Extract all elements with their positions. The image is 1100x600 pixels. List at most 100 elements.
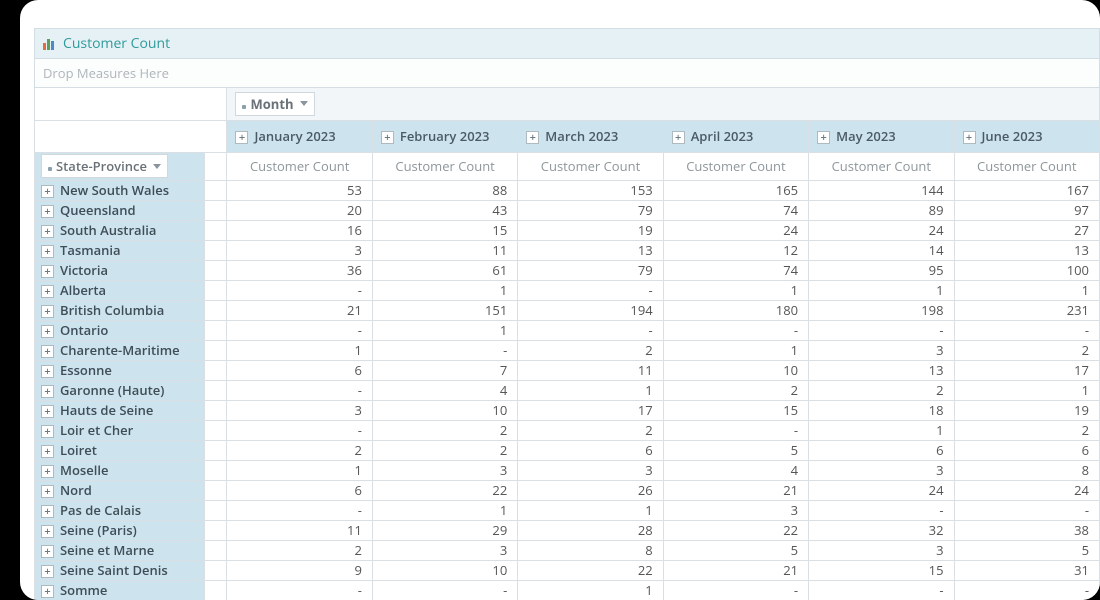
row-header[interactable]: +Ontario <box>35 320 205 340</box>
table-row: +South Australia161519242427 <box>35 220 1100 240</box>
expand-icon[interactable]: + <box>41 245 54 258</box>
expand-icon[interactable]: + <box>41 505 54 518</box>
expand-icon[interactable]: + <box>381 131 394 144</box>
table-row: +Seine (Paris)112928223238 <box>35 520 1100 540</box>
spacer <box>204 520 227 540</box>
expand-icon[interactable]: + <box>41 465 54 478</box>
pivot-corner <box>35 88 227 120</box>
expand-icon[interactable]: + <box>41 285 54 298</box>
row-header[interactable]: +Victoria <box>35 260 205 280</box>
expand-icon[interactable]: + <box>235 131 248 144</box>
expand-icon[interactable]: + <box>41 345 54 358</box>
expand-icon[interactable]: + <box>41 385 54 398</box>
expand-icon[interactable]: + <box>41 445 54 458</box>
row-header[interactable]: +Essonne <box>35 360 205 380</box>
expand-icon[interactable]: + <box>41 325 54 338</box>
expand-icon[interactable]: + <box>41 545 54 558</box>
row-header[interactable]: +Hauts de Seine <box>35 400 205 420</box>
data-cell: 2 <box>227 540 372 560</box>
expand-icon[interactable]: + <box>672 131 685 144</box>
data-cell: 9 <box>227 560 372 580</box>
data-cell: 13 <box>518 240 663 260</box>
data-cell: 6 <box>227 360 372 380</box>
data-cell: 74 <box>663 260 808 280</box>
measures-drop-zone[interactable]: Drop Measures Here <box>34 59 1100 88</box>
column-header[interactable]: +March 2023 <box>518 120 663 152</box>
expand-icon[interactable]: + <box>41 265 54 278</box>
row-header[interactable]: +Seine et Marne <box>35 540 205 560</box>
table-row: +Garonne (Haute)-41221 <box>35 380 1100 400</box>
data-cell: 19 <box>954 400 1099 420</box>
row-header[interactable]: +South Australia <box>35 220 205 240</box>
expand-icon[interactable]: + <box>526 131 539 144</box>
spacer <box>204 220 227 240</box>
column-header[interactable]: +April 2023 <box>663 120 808 152</box>
table-row: +Nord62226212424 <box>35 480 1100 500</box>
expand-icon[interactable]: + <box>41 585 54 598</box>
expand-icon[interactable]: + <box>41 205 54 218</box>
expand-icon[interactable]: + <box>41 405 54 418</box>
column-header[interactable]: +June 2023 <box>954 120 1099 152</box>
row-header[interactable]: + Alberta <box>35 280 205 300</box>
data-cell: 22 <box>518 560 663 580</box>
row-header[interactable]: +Pas de Calais <box>35 500 205 520</box>
data-cell: 231 <box>954 300 1099 320</box>
row-header[interactable]: +Loir et Cher <box>35 420 205 440</box>
data-cell: 12 <box>663 240 808 260</box>
pivot-table: Month +January 2023+February 2023+March … <box>34 88 1100 600</box>
row-header[interactable]: + Nord <box>35 480 205 500</box>
data-cell: 1 <box>663 280 808 300</box>
data-cell: 15 <box>372 220 517 240</box>
expand-icon[interactable]: + <box>41 365 54 378</box>
row-dimension-chip[interactable]: State-Province <box>41 154 168 178</box>
table-row: +British Columbia21151194180198231 <box>35 300 1100 320</box>
expand-icon[interactable]: + <box>41 565 54 578</box>
data-cell: - <box>809 580 954 600</box>
row-header[interactable]: +Tasmania <box>35 240 205 260</box>
row-header-label: Alberta <box>60 281 106 299</box>
column-header[interactable]: +May 2023 <box>809 120 954 152</box>
data-cell: 10 <box>372 560 517 580</box>
row-header-label: New South Wales <box>60 181 169 199</box>
data-cell: 11 <box>372 240 517 260</box>
data-cell: 1 <box>518 380 663 400</box>
row-header[interactable]: +Seine Saint Denis <box>35 560 205 580</box>
column-header[interactable]: +February 2023 <box>372 120 517 152</box>
row-header[interactable]: +British Columbia <box>35 300 205 320</box>
row-header[interactable]: +Moselle <box>35 460 205 480</box>
expand-icon[interactable]: + <box>41 305 54 318</box>
expand-icon[interactable]: + <box>963 131 976 144</box>
row-header-label: Somme <box>60 581 107 599</box>
expand-icon[interactable]: + <box>41 485 54 498</box>
data-cell: 3 <box>518 460 663 480</box>
spacer <box>204 500 227 520</box>
expand-icon[interactable]: + <box>817 131 830 144</box>
row-header-label: Nord <box>60 481 92 499</box>
data-cell: - <box>954 320 1099 340</box>
expand-icon[interactable]: + <box>41 225 54 238</box>
data-cell: 21 <box>663 480 808 500</box>
column-header[interactable]: +January 2023 <box>227 120 372 152</box>
expand-icon[interactable]: + <box>41 425 54 438</box>
data-cell: - <box>372 580 517 600</box>
expand-icon[interactable]: + <box>41 185 54 198</box>
row-header[interactable]: +Loiret <box>35 440 205 460</box>
data-cell: 20 <box>227 200 372 220</box>
row-header[interactable]: +Queensland <box>35 200 205 220</box>
data-cell: 167 <box>954 180 1099 200</box>
row-header[interactable]: +Charente-Maritime <box>35 340 205 360</box>
row-header[interactable]: +Garonne (Haute) <box>35 380 205 400</box>
pivot-body: +New South Wales5388153165144167+Queensl… <box>35 180 1100 600</box>
data-cell: 1 <box>372 280 517 300</box>
row-header[interactable]: + New South Wales <box>35 180 205 200</box>
row-header[interactable]: +Seine (Paris) <box>35 520 205 540</box>
data-cell: 19 <box>518 220 663 240</box>
chevron-down-icon <box>153 164 161 169</box>
data-cell: 1 <box>954 380 1099 400</box>
expand-icon[interactable]: + <box>41 525 54 538</box>
column-dimension-chip[interactable]: Month <box>235 92 314 116</box>
data-cell: 13 <box>809 360 954 380</box>
row-header[interactable]: + Somme <box>35 580 205 600</box>
data-cell: 2 <box>954 340 1099 360</box>
data-cell: 79 <box>518 260 663 280</box>
